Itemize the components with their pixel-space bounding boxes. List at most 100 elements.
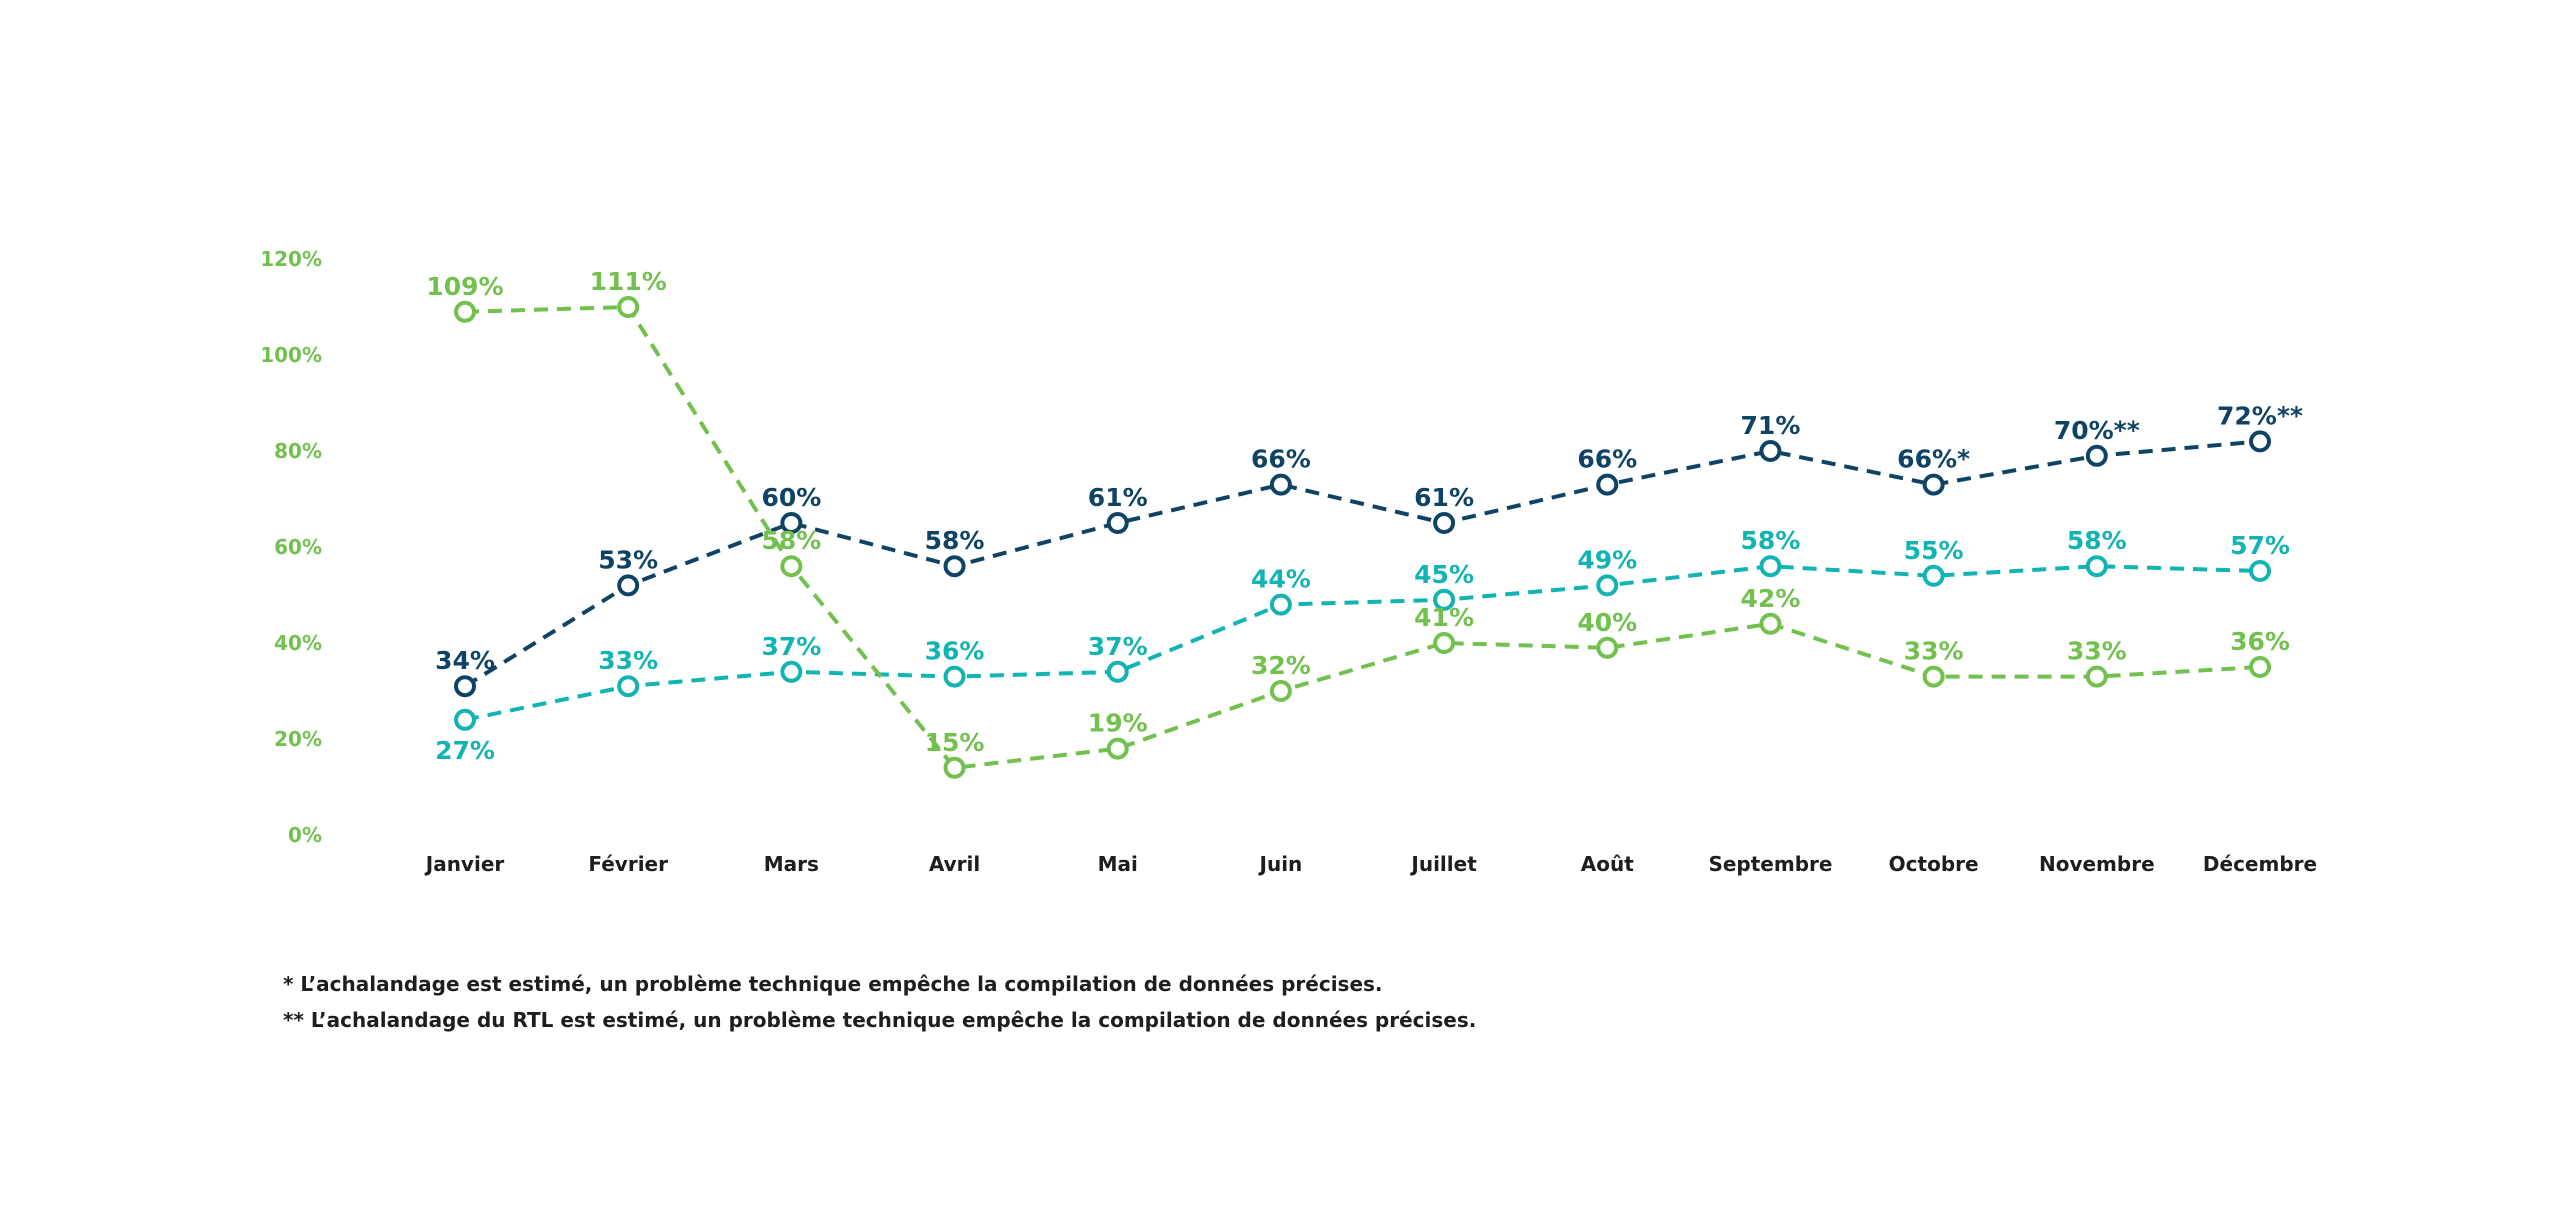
data-point — [1922, 665, 1945, 688]
data-label: 66%* — [1897, 445, 1970, 474]
data-point — [617, 574, 640, 597]
data-point — [1433, 512, 1456, 534]
data-point — [1106, 512, 1129, 534]
data-point — [1922, 564, 1945, 587]
data-point — [943, 555, 966, 578]
data-point — [2249, 430, 2271, 453]
data-label: 109% — [426, 272, 503, 301]
data-label: 57% — [2230, 531, 2290, 560]
data-label: 37% — [761, 632, 821, 661]
y-tick-label: 0% — [288, 823, 322, 847]
x-category-label: Juillet — [1409, 852, 1477, 876]
data-label: 42% — [1741, 584, 1801, 613]
data-label: 44% — [1251, 565, 1311, 594]
x-category-label: Octobre — [1889, 852, 1979, 876]
y-tick-label: 80% — [274, 439, 322, 463]
data-label: 41% — [1414, 603, 1474, 632]
data-point — [1922, 473, 1945, 496]
data-point — [2249, 560, 2271, 582]
y-tick-label: 20% — [274, 727, 322, 751]
data-point — [1596, 574, 1619, 597]
series-2: 27% 33% 37% 36% 37% 44% 45% 49% 58% 55% 58% 57% — [435, 526, 2290, 765]
data-point — [454, 708, 476, 731]
x-category-label: Février — [588, 852, 668, 876]
data-label: 60% — [761, 483, 821, 512]
x-category-label: Août — [1581, 852, 1634, 876]
data-point — [1269, 473, 1292, 496]
data-label: 53% — [598, 545, 658, 574]
data-label: 49% — [1577, 545, 1637, 574]
data-point — [1269, 680, 1292, 702]
x-category-label: Mai — [1098, 852, 1138, 876]
x-category-label: Juin — [1258, 852, 1303, 876]
data-label: 58% — [1741, 526, 1801, 555]
data-point — [1269, 593, 1292, 616]
data-point — [780, 512, 803, 534]
data-label: 33% — [1904, 637, 1964, 666]
data-point — [1759, 440, 1782, 462]
x-category-label: Septembre — [1708, 852, 1832, 876]
data-label: 33% — [2067, 637, 2127, 666]
data-point — [1433, 632, 1456, 654]
data-point — [2249, 656, 2271, 678]
data-label: 71% — [1741, 411, 1801, 440]
data-label: 58% — [2067, 526, 2127, 555]
data-label: 36% — [925, 637, 985, 666]
data-point — [1106, 660, 1129, 683]
data-label: 58% — [761, 526, 821, 555]
x-category-label: Mars — [764, 852, 819, 876]
data-point — [943, 756, 966, 779]
series-line — [463, 439, 2261, 688]
data-point — [1596, 473, 1619, 496]
footnote-rtl-estimated: ** L’achalandage du RTL est estimé, un p… — [283, 1008, 1477, 1032]
data-label: 37% — [1088, 632, 1148, 661]
data-point — [1759, 612, 1782, 635]
data-point — [2085, 555, 2108, 578]
y-tick-label: 100% — [260, 343, 322, 367]
data-point — [2085, 444, 2108, 467]
data-point — [454, 675, 476, 698]
data-label: 70%** — [2054, 416, 2140, 445]
data-label: 34% — [435, 646, 495, 675]
data-label: 40% — [1577, 608, 1637, 637]
y-axis: 0% 20% 40% 60% 80% 100% 120% — [260, 247, 322, 847]
data-point — [1106, 737, 1129, 760]
x-axis: Janvier Février Mars Avril Mai Juin Juillet Aoû… — [424, 852, 2317, 876]
footnote-estimated: * L’achalandage est estimé, un problème … — [283, 972, 1383, 996]
data-label: 15% — [925, 728, 985, 757]
x-category-label: Novembre — [2039, 852, 2155, 876]
data-label: 66% — [1577, 445, 1637, 474]
data-label: 66% — [1251, 445, 1311, 474]
data-label: 58% — [925, 526, 985, 555]
data-label: 61% — [1088, 483, 1148, 512]
x-category-label: Janvier — [424, 852, 505, 876]
series-3: 109% 111% 58% 15% 19% 32% 41% 40% 42% 33% 33% 36% — [426, 267, 2290, 779]
data-label: 27% — [435, 736, 495, 765]
data-point — [943, 665, 966, 688]
data-label: 55% — [1904, 536, 1964, 565]
data-point — [2085, 665, 2108, 688]
data-label: 36% — [2230, 627, 2290, 656]
data-label: 61% — [1414, 483, 1474, 512]
series-line — [464, 564, 2261, 722]
series-line — [464, 305, 2261, 770]
y-tick-label: 60% — [274, 535, 322, 559]
data-point — [780, 555, 803, 578]
data-label: 19% — [1088, 709, 1148, 738]
data-point — [1433, 588, 1456, 611]
x-category-label: Avril — [929, 852, 980, 876]
data-label: 33% — [598, 646, 658, 675]
series-layer: 34% 53% 60% 58% 61% 66% 61% 66% 71% 66%* 70%** 72%*… — [426, 267, 2303, 779]
data-point — [1596, 636, 1619, 659]
data-point — [1759, 555, 1782, 578]
data-label: 45% — [1414, 560, 1474, 589]
data-label: 72%** — [2217, 401, 2303, 430]
data-point — [617, 675, 640, 698]
data-label: 111% — [590, 267, 667, 296]
data-point — [454, 300, 476, 323]
y-tick-label: 40% — [274, 631, 322, 655]
footnotes: * L’achalandage est estimé, un problème … — [283, 972, 1476, 1044]
y-tick-label: 120% — [260, 247, 322, 271]
